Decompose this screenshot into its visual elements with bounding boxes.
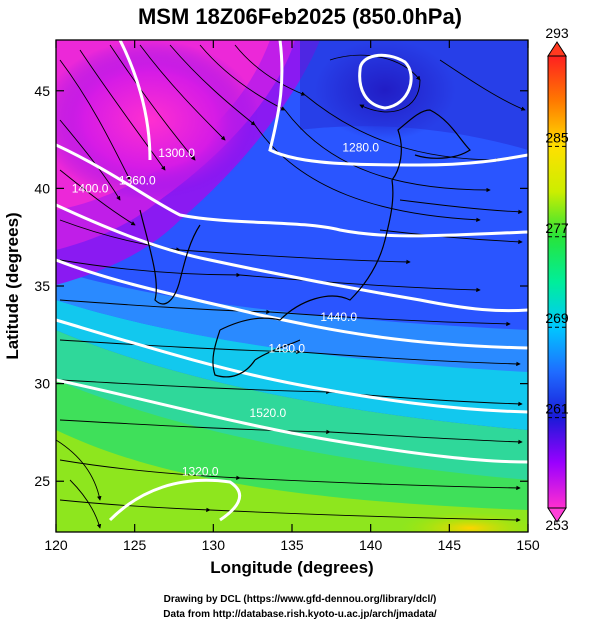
x-tick-label: 130: [202, 537, 226, 553]
colorbar-tick-label: 261: [545, 401, 569, 417]
y-tick-label: 35: [34, 278, 50, 294]
contour-label: 1300.0: [158, 146, 195, 160]
x-axis-title: Longitude (degrees): [210, 558, 373, 577]
x-tick-label: 120: [44, 537, 68, 553]
x-tick-label: 150: [516, 537, 540, 553]
x-tick-label: 135: [280, 537, 304, 553]
colorbar-body: [547, 55, 567, 509]
y-axis-title: Latitude (degrees): [3, 212, 22, 359]
contour-label: 1320.0: [182, 464, 219, 478]
y-tick-label: 30: [34, 376, 50, 392]
x-tick-label: 145: [438, 537, 462, 553]
contour-labels: 1280.0 1360.0 1400.0 1440.0 1480.0 1520.0 1320…: [72, 140, 380, 478]
colorbar-tick-label: 285: [545, 129, 569, 145]
wind-streamlines: [56, 44, 526, 529]
colorbar-max-triangle: [547, 41, 567, 57]
credit-data: Data from http://database.rish.kyoto-u.a…: [163, 609, 437, 620]
y-axis: 25 30 35 40 45: [34, 83, 528, 489]
colorbar: 253 261 269 277 285 293: [545, 25, 569, 533]
contour-label: 1520.0: [250, 406, 287, 420]
x-tick-label: 125: [123, 537, 147, 553]
chart-title: MSM 18Z06Feb2025 (850.0hPa): [138, 4, 462, 29]
contour-label: 1480.0: [268, 341, 305, 355]
y-tick-label: 40: [34, 180, 50, 196]
contour-label: 1360.0: [119, 173, 156, 187]
height-contours: [56, 40, 528, 522]
colorbar-tick-label: 269: [545, 310, 569, 326]
x-axis: 120 125 130 135 140 145 150: [44, 40, 540, 553]
contour-label: 1400.0: [72, 181, 109, 195]
y-tick-label: 25: [34, 473, 50, 489]
coastlines: [139, 109, 471, 378]
colorbar-tick-label: 293: [545, 25, 569, 41]
temperature-field: [56, 40, 528, 532]
x-tick-label: 140: [359, 537, 383, 553]
colorbar-tick-label: 277: [545, 220, 569, 236]
contour-label: 1280.0: [342, 140, 379, 154]
credit-drawing: Drawing by DCL (https://www.gfd-dennou.o…: [164, 594, 437, 605]
colorbar-tick-label: 253: [545, 517, 569, 533]
contour-label: 1440.0: [320, 310, 357, 324]
y-tick-label: 45: [34, 83, 50, 99]
